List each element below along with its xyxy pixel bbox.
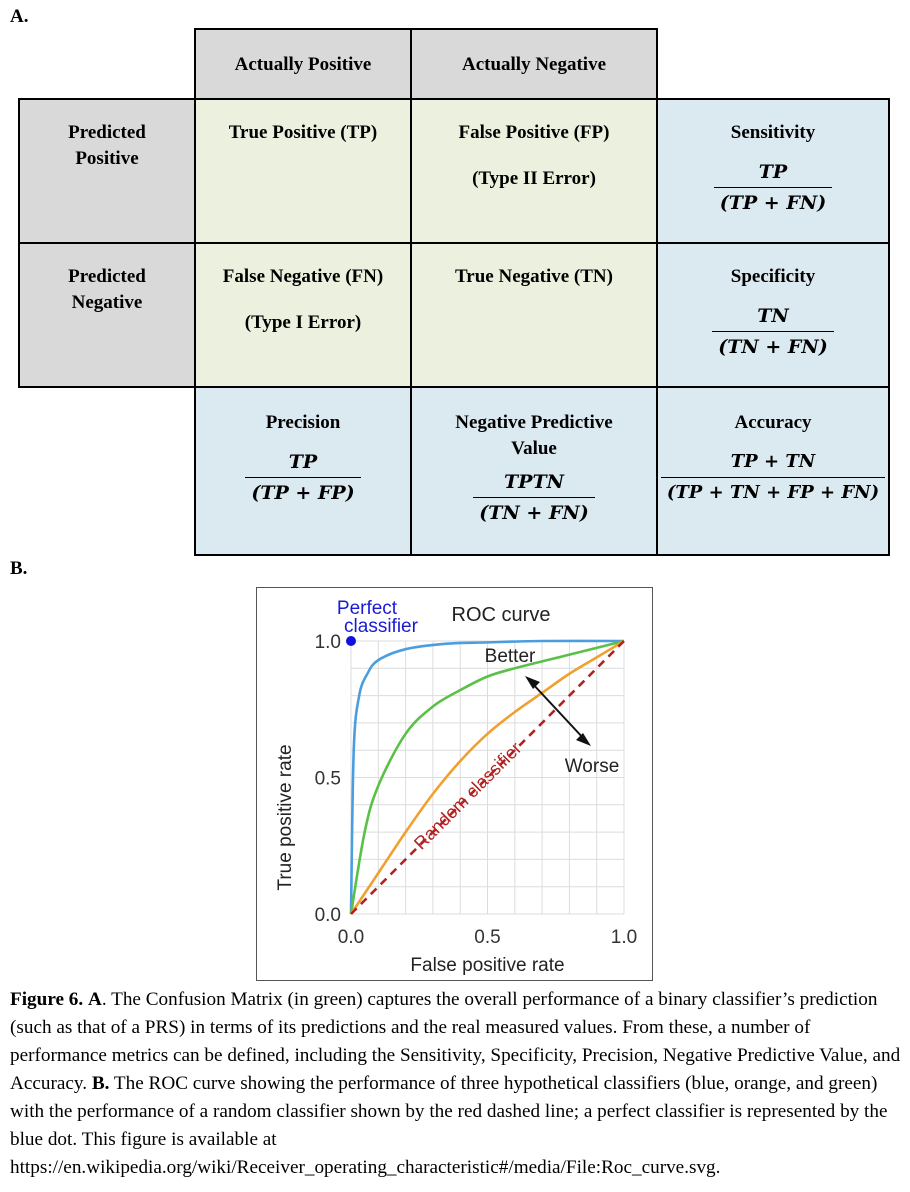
cell-true-negative: True Negative (TN) [410, 242, 658, 388]
better-label: Better [485, 646, 536, 667]
metric-specificity: Specificity TN (TN + FN) [656, 242, 890, 388]
metric-specificity-formula: TN (TN + FN) [712, 304, 834, 359]
y-tick-label: 1.0 [315, 632, 341, 653]
random-classifier-label: Random classifier [410, 738, 525, 853]
metric-npv-name: Negative Predictive Value [455, 412, 613, 459]
perfect-classifier-label: Perfect [337, 598, 398, 619]
green-roc-curve [349, 639, 625, 915]
formula-numerator: TP [288, 451, 318, 473]
worse-label: Worse [565, 756, 620, 777]
metric-accuracy-name: Accuracy [734, 412, 812, 433]
cell-fp-label: False Positive (FP) [458, 122, 610, 143]
col-header-actually-negative: Actually Negative [410, 28, 658, 100]
cell-true-positive: True Positive (TP) [194, 98, 412, 244]
metric-accuracy: Accuracy TP + TN (TP + TN + FP + FN) [656, 386, 890, 556]
cell-fn-label: False Negative (FN) [222, 266, 384, 287]
caption-a-text: . The Confusion Matrix (in green) captur… [10, 989, 901, 1094]
formula-numerator: TPTN [504, 471, 564, 493]
orange-roc-curve [349, 639, 625, 915]
cell-fn-type: (Type I Error) [244, 312, 362, 333]
metric-specificity-name: Specificity [730, 266, 816, 287]
y-axis-label: True positive rate [275, 744, 296, 890]
metric-sensitivity-name: Sensitivity [730, 122, 816, 143]
roc-chart-title: ROC curve [452, 604, 551, 626]
x-axis-label: False positive rate [410, 955, 564, 976]
part-a-label: A. [10, 6, 29, 27]
blue-roc-curve [349, 639, 625, 915]
x-tick-label: 0.0 [338, 927, 364, 948]
metric-precision-formula: TP (TP + FP) [245, 450, 361, 505]
caption-a-label: A [88, 989, 102, 1010]
y-tick-label: 0.0 [315, 905, 341, 926]
metric-accuracy-formula: TP + TN (TP + TN + FP + FN) [660, 450, 886, 505]
x-tick-label: 0.5 [474, 927, 500, 948]
metric-precision-name: Precision [265, 412, 341, 433]
row-header-predicted-positive: Predicted Positive [18, 98, 196, 244]
cell-tp-label: True Positive (TP) [228, 122, 378, 143]
formula-numerator: TP [758, 161, 788, 183]
metric-sensitivity-formula: TP (TP + FN) [713, 160, 833, 215]
metric-sensitivity: Sensitivity TP (TP + FN) [656, 98, 890, 244]
x-tick-label: 1.0 [611, 927, 637, 948]
col-header-actually-positive: Actually Positive [194, 28, 412, 100]
metric-npv-formula: TPTN (TN + FN) [473, 470, 595, 525]
metric-npv: Negative Predictive Value TPTN (TN + FN) [410, 386, 658, 556]
formula-denominator: (TP + FN) [713, 187, 833, 215]
formula-denominator: (TP + FP) [245, 477, 361, 505]
roc-chart: 0.0 0.5 1.0 0.0 0.5 1.0 False positive rate Tru… [256, 587, 653, 981]
better-worse-arrow [530, 681, 586, 741]
y-tick-label: 0.5 [315, 769, 341, 790]
roc-chart-svg: 0.0 0.5 1.0 0.0 0.5 1.0 False positive rate Tru… [275, 598, 637, 976]
caption-fig-label: Figure 6. [10, 989, 84, 1010]
cell-fp-type: (Type II Error) [472, 168, 596, 189]
formula-numerator: TP + TN [730, 451, 816, 472]
part-b-label: B. [10, 558, 28, 579]
perfect-classifier-dot [346, 636, 356, 646]
formula-denominator: (TP + TN + FP + FN) [660, 477, 886, 505]
arrow-head-down [576, 733, 591, 746]
perfect-classifier-label: classifier [344, 616, 419, 637]
formula-numerator: TN [757, 305, 789, 327]
formula-denominator: (TN + FN) [712, 331, 834, 359]
cell-tn-label: True Negative (TN) [455, 266, 613, 287]
formula-denominator: (TN + FN) [473, 497, 595, 525]
arrow-head-up [525, 676, 540, 689]
metric-precision: Precision TP (TP + FP) [194, 386, 412, 556]
row-header-predicted-negative: Predicted Negative [18, 242, 196, 388]
caption-b-label: B. [91, 1073, 110, 1094]
cell-false-negative: False Negative (FN) (Type I Error) [194, 242, 412, 388]
cell-false-positive: False Positive (FP) (Type II Error) [410, 98, 658, 244]
figure-caption: Figure 6. A. The Confusion Matrix (in gr… [10, 986, 902, 1182]
caption-b-text: The ROC curve showing the performance of… [10, 1073, 888, 1178]
